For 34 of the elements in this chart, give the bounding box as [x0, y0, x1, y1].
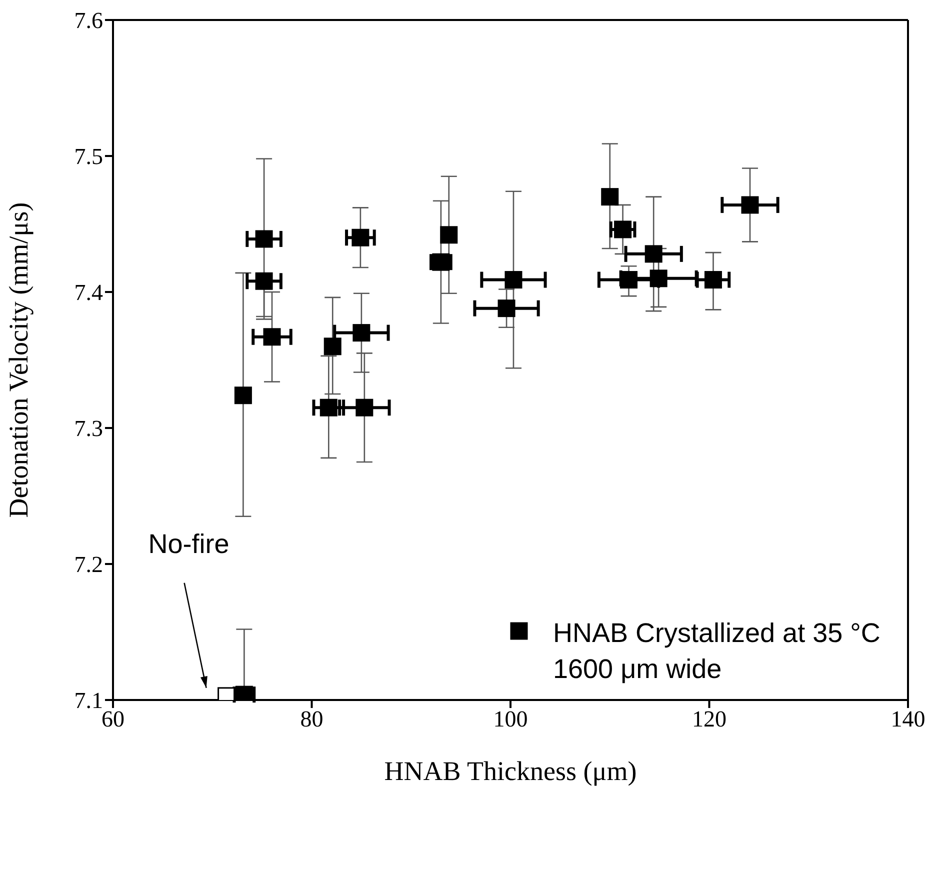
- y-axis-title: Detonation Velocity (mm/μs): [4, 202, 34, 518]
- point: [352, 324, 370, 342]
- point: [741, 196, 759, 214]
- y-tick-label: 7.1: [74, 688, 103, 714]
- y-tick-label: 7.6: [74, 8, 103, 34]
- point: [601, 188, 619, 206]
- x-tick-label: 60: [102, 706, 124, 732]
- point: [614, 220, 632, 238]
- point: [234, 386, 252, 404]
- point: [263, 328, 281, 346]
- point: [255, 272, 273, 290]
- y-tick-label: 7.5: [74, 144, 103, 170]
- y-tick-label: 7.2: [74, 552, 103, 578]
- point: [504, 271, 522, 289]
- point: [324, 338, 342, 356]
- annotation: No-fire: [148, 528, 230, 559]
- x-tick-label: 140: [890, 706, 926, 732]
- point: [620, 271, 638, 289]
- point: [498, 300, 516, 318]
- point: [352, 228, 370, 246]
- point: [650, 270, 668, 288]
- y-tick-label: 7.4: [74, 280, 104, 306]
- point: [704, 271, 722, 289]
- point: [440, 226, 458, 244]
- point: [255, 230, 273, 248]
- legend-label: HNAB Crystallized at 35 °C 1600 μm wide: [553, 617, 882, 686]
- x-tick-label: 100: [493, 706, 528, 732]
- y-tick-label: 7.3: [74, 416, 103, 442]
- x-axis-title: HNAB Thickness (μm): [384, 756, 637, 786]
- x-tick-label: 120: [692, 706, 726, 732]
- point: [320, 398, 338, 416]
- point: [356, 398, 374, 416]
- point: [644, 245, 662, 263]
- x-tick-label: 80: [300, 706, 324, 732]
